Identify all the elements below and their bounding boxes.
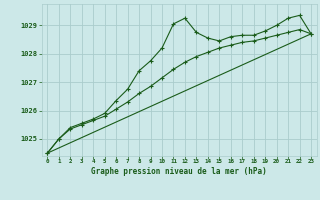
- X-axis label: Graphe pression niveau de la mer (hPa): Graphe pression niveau de la mer (hPa): [91, 167, 267, 176]
